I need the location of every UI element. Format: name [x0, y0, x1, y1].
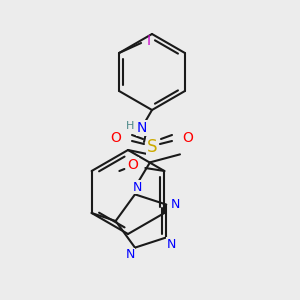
Text: H: H [126, 121, 134, 131]
Text: O: O [183, 131, 194, 145]
Text: N: N [171, 198, 180, 211]
Text: O: O [111, 131, 122, 145]
Text: N: N [167, 238, 176, 251]
Text: N: N [132, 181, 142, 194]
Text: S: S [147, 138, 157, 156]
Text: I: I [147, 34, 151, 48]
Text: N: N [137, 121, 147, 135]
Text: N: N [125, 248, 135, 261]
Text: O: O [127, 158, 138, 172]
